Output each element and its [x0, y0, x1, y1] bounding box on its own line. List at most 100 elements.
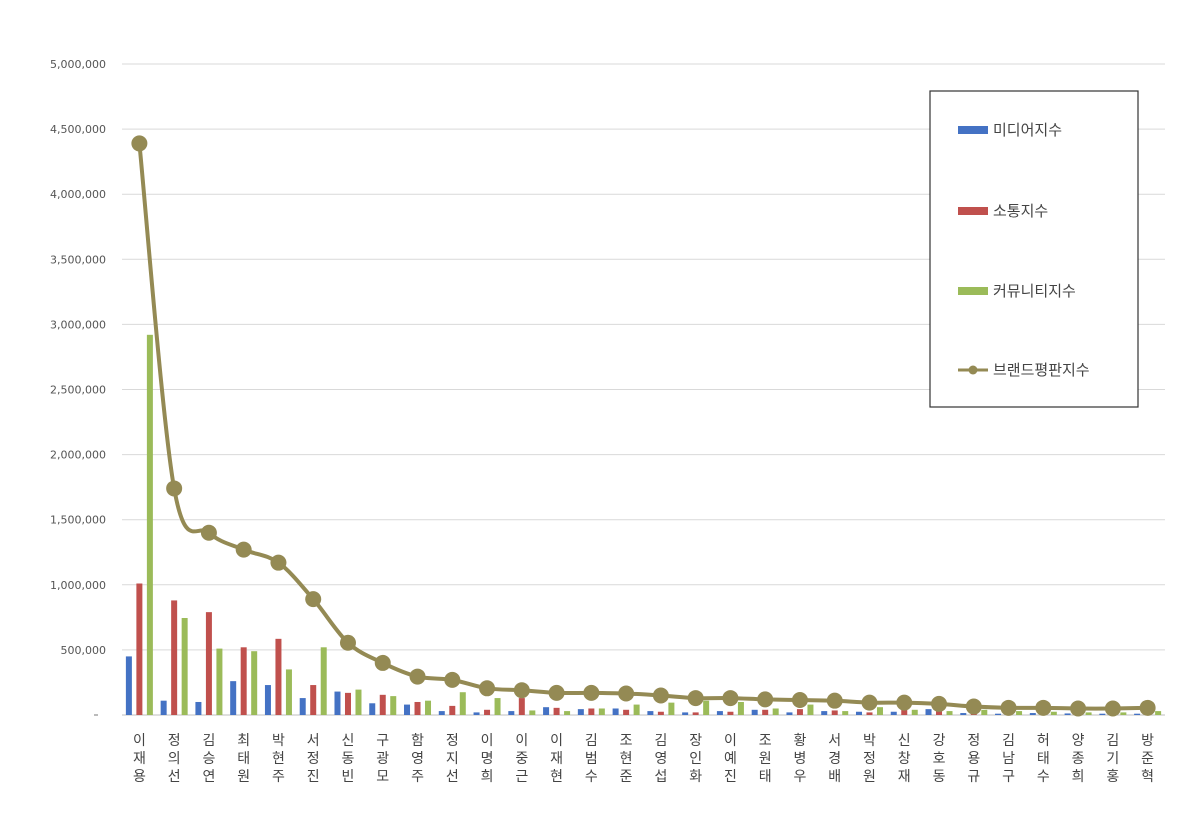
- line-point: [339, 634, 356, 651]
- bar: [369, 703, 376, 715]
- line-point: [965, 698, 982, 715]
- line-point: [757, 691, 774, 708]
- legend-swatch-marker: [968, 365, 978, 375]
- bar: [727, 711, 734, 715]
- bar: [946, 711, 953, 715]
- line-point: [513, 682, 530, 699]
- y-tick-label: 3,000,000: [50, 318, 106, 331]
- bar: [264, 685, 271, 715]
- y-tick-label: 4,000,000: [50, 188, 106, 201]
- line-point: [270, 554, 287, 571]
- bar: [334, 691, 341, 715]
- y-tick-label: 3,500,000: [50, 253, 106, 266]
- bar: [518, 698, 525, 715]
- bar: [240, 647, 247, 715]
- bar: [195, 701, 202, 715]
- bar: [936, 711, 943, 715]
- bar: [588, 708, 595, 715]
- y-axis-ticks: 500,000 1,000,000 1,500,000 2,000,000 2,500,…: [50, 58, 107, 716]
- x-axis-labels: 이 재 용 정 의 선 김 승 연 최 태 원 박 현 주 서 정 진 신 동 빈 구 광 모 함 영 주 정 지 선 이 명 희 이 중 근 이 재 현 김…: [133, 733, 1154, 785]
- bar: [796, 709, 803, 715]
- bar: [125, 656, 132, 715]
- bar: [786, 712, 793, 715]
- bar: [668, 702, 675, 715]
- line-point: [722, 690, 739, 707]
- bar: [876, 707, 883, 715]
- y-tick-label: 5,000,000: [50, 58, 106, 71]
- legend-swatch: [958, 287, 988, 295]
- line-point: [305, 591, 322, 608]
- bar: [995, 713, 1002, 715]
- line-point: [826, 692, 843, 709]
- y-tick-label: 500,000: [61, 644, 107, 657]
- y-tick-label: 1,000,000: [50, 579, 106, 592]
- bar: [716, 711, 723, 715]
- bars: [125, 334, 1162, 715]
- bar: [737, 701, 744, 715]
- bar: [438, 711, 445, 715]
- bar: [484, 709, 491, 715]
- legend-box: [929, 90, 1139, 408]
- line-point: [583, 684, 600, 701]
- bar: [842, 711, 849, 715]
- brand-line: [131, 135, 1156, 717]
- line-point: [618, 685, 635, 702]
- bar: [299, 698, 306, 715]
- line-point: [1104, 700, 1121, 717]
- bar: [981, 709, 988, 715]
- line-point: [200, 524, 217, 541]
- bar: [1064, 713, 1071, 715]
- bar: [960, 713, 967, 715]
- bar: [379, 694, 386, 715]
- line-point: [479, 680, 496, 697]
- bar: [553, 707, 560, 715]
- y-tick-label: 2,000,000: [50, 449, 106, 462]
- bar: [855, 711, 862, 715]
- legend-swatch: [958, 207, 988, 215]
- bar: [612, 708, 619, 715]
- bar: [285, 669, 292, 715]
- legend-label: 소통지수: [993, 202, 1048, 220]
- bar: [320, 647, 327, 715]
- bar: [564, 711, 571, 715]
- bar: [449, 705, 456, 715]
- bar: [251, 651, 258, 715]
- line-point: [1035, 699, 1052, 716]
- bar: [762, 709, 769, 715]
- bar: [772, 708, 779, 715]
- bar: [577, 709, 584, 715]
- bar: [657, 711, 664, 715]
- bar: [925, 709, 932, 715]
- line-point: [861, 694, 878, 711]
- bar: [1016, 711, 1023, 715]
- bar: [136, 583, 143, 715]
- line-point: [374, 654, 391, 671]
- y-tick-label: 2,500,000: [50, 384, 106, 397]
- bar: [344, 692, 351, 715]
- line-point: [1139, 699, 1156, 716]
- bar: [1029, 713, 1036, 715]
- bar: [181, 618, 188, 715]
- bar: [1050, 711, 1057, 715]
- gridlines: [122, 63, 1165, 651]
- bar: [160, 700, 167, 715]
- bar: [310, 685, 317, 715]
